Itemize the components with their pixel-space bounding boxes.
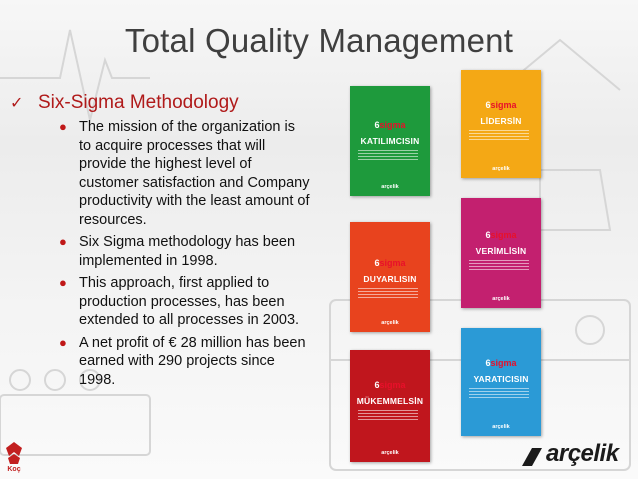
book-subtitle-lines — [358, 410, 418, 420]
bullet-item: ● The mission of the organization is to a… — [54, 118, 310, 229]
book-title: KATILIMCISIN — [360, 136, 420, 146]
book-subtitle-lines — [358, 288, 418, 298]
book-sigma-label: 6sigma — [374, 258, 406, 268]
bullet-text: A net profit of € 28 million has been ea… — [79, 334, 306, 388]
book-cover-verimlisin: 6sigma VERİMLİSİN arçelik — [461, 198, 541, 308]
book-sigma-label: 6sigma — [374, 120, 406, 130]
bullet-text: The mission of the organization is to ac… — [79, 119, 310, 228]
section-heading: ✓ Six-Sigma Methodology — [10, 92, 330, 114]
book-sigma-label: 6sigma — [485, 100, 517, 110]
book-brand: arçelik — [492, 424, 510, 430]
book-cover-yaraticisin: 6sigma YARATICISIN arçelik — [461, 328, 541, 436]
section-heading-text: Six-Sigma Methodology — [38, 92, 239, 113]
bullet-text: This approach, first applied to producti… — [79, 275, 300, 328]
book-title: LİDERSİN — [480, 116, 522, 126]
book-subtitle-lines — [358, 150, 418, 160]
bullet-item: ● Six Sigma methodology has been implemen… — [54, 233, 310, 270]
bullet-item: ● This approach, first applied to product… — [54, 274, 310, 330]
book-brand: arçelik — [381, 184, 399, 190]
bullet-text: Six Sigma methodology has been implement… — [79, 234, 296, 269]
koc-logo-label: Koç — [7, 466, 21, 473]
bullet-icon: ● — [59, 334, 67, 350]
book-cover-lidersin: 6sigma LİDERSİN arçelik — [461, 70, 541, 178]
bullet-icon: ● — [59, 275, 67, 290]
book-title: MÜKEMMELSİN — [356, 396, 424, 406]
book-title: DUYARLISIN — [363, 274, 417, 284]
book-title: YARATICISIN — [473, 374, 529, 384]
slide-title: Total Quality Management — [124, 22, 514, 59]
book-sigma-label: 6sigma — [485, 358, 517, 368]
book-subtitle-lines — [469, 130, 529, 140]
checkmark-icon: ✓ — [10, 95, 24, 112]
book-title: VERİMLİSİN — [475, 246, 527, 256]
book-brand: arçelik — [381, 320, 399, 326]
book-sigma-label: 6sigma — [374, 380, 406, 390]
book-subtitle-lines — [469, 260, 529, 270]
book-cover-mukemmelsin: 6sigma MÜKEMMELSİN arçelik — [350, 350, 430, 462]
book-cover-duyarlisin: 6sigma DUYARLISIN arçelik — [350, 222, 430, 332]
book-subtitle-lines — [469, 388, 529, 398]
bullet-list: ● The mission of the organization is to a… — [54, 118, 310, 393]
koc-logo-icon — [6, 442, 22, 464]
arcelik-logo-icon — [522, 448, 542, 466]
book-sigma-label: 6sigma — [485, 230, 517, 240]
arcelik-logo-text: arçelik — [546, 440, 619, 467]
bullet-icon: ● — [59, 119, 67, 134]
book-brand: arçelik — [492, 166, 510, 172]
bullet-icon: ● — [59, 234, 67, 249]
bullet-item: ● A net profit of € 28 million has been e… — [54, 334, 310, 390]
book-brand: arçelik — [492, 296, 510, 302]
book-cover-katilimcisin: 6sigma KATILIMCISIN arçelik — [350, 86, 430, 196]
book-brand: arçelik — [381, 450, 399, 456]
